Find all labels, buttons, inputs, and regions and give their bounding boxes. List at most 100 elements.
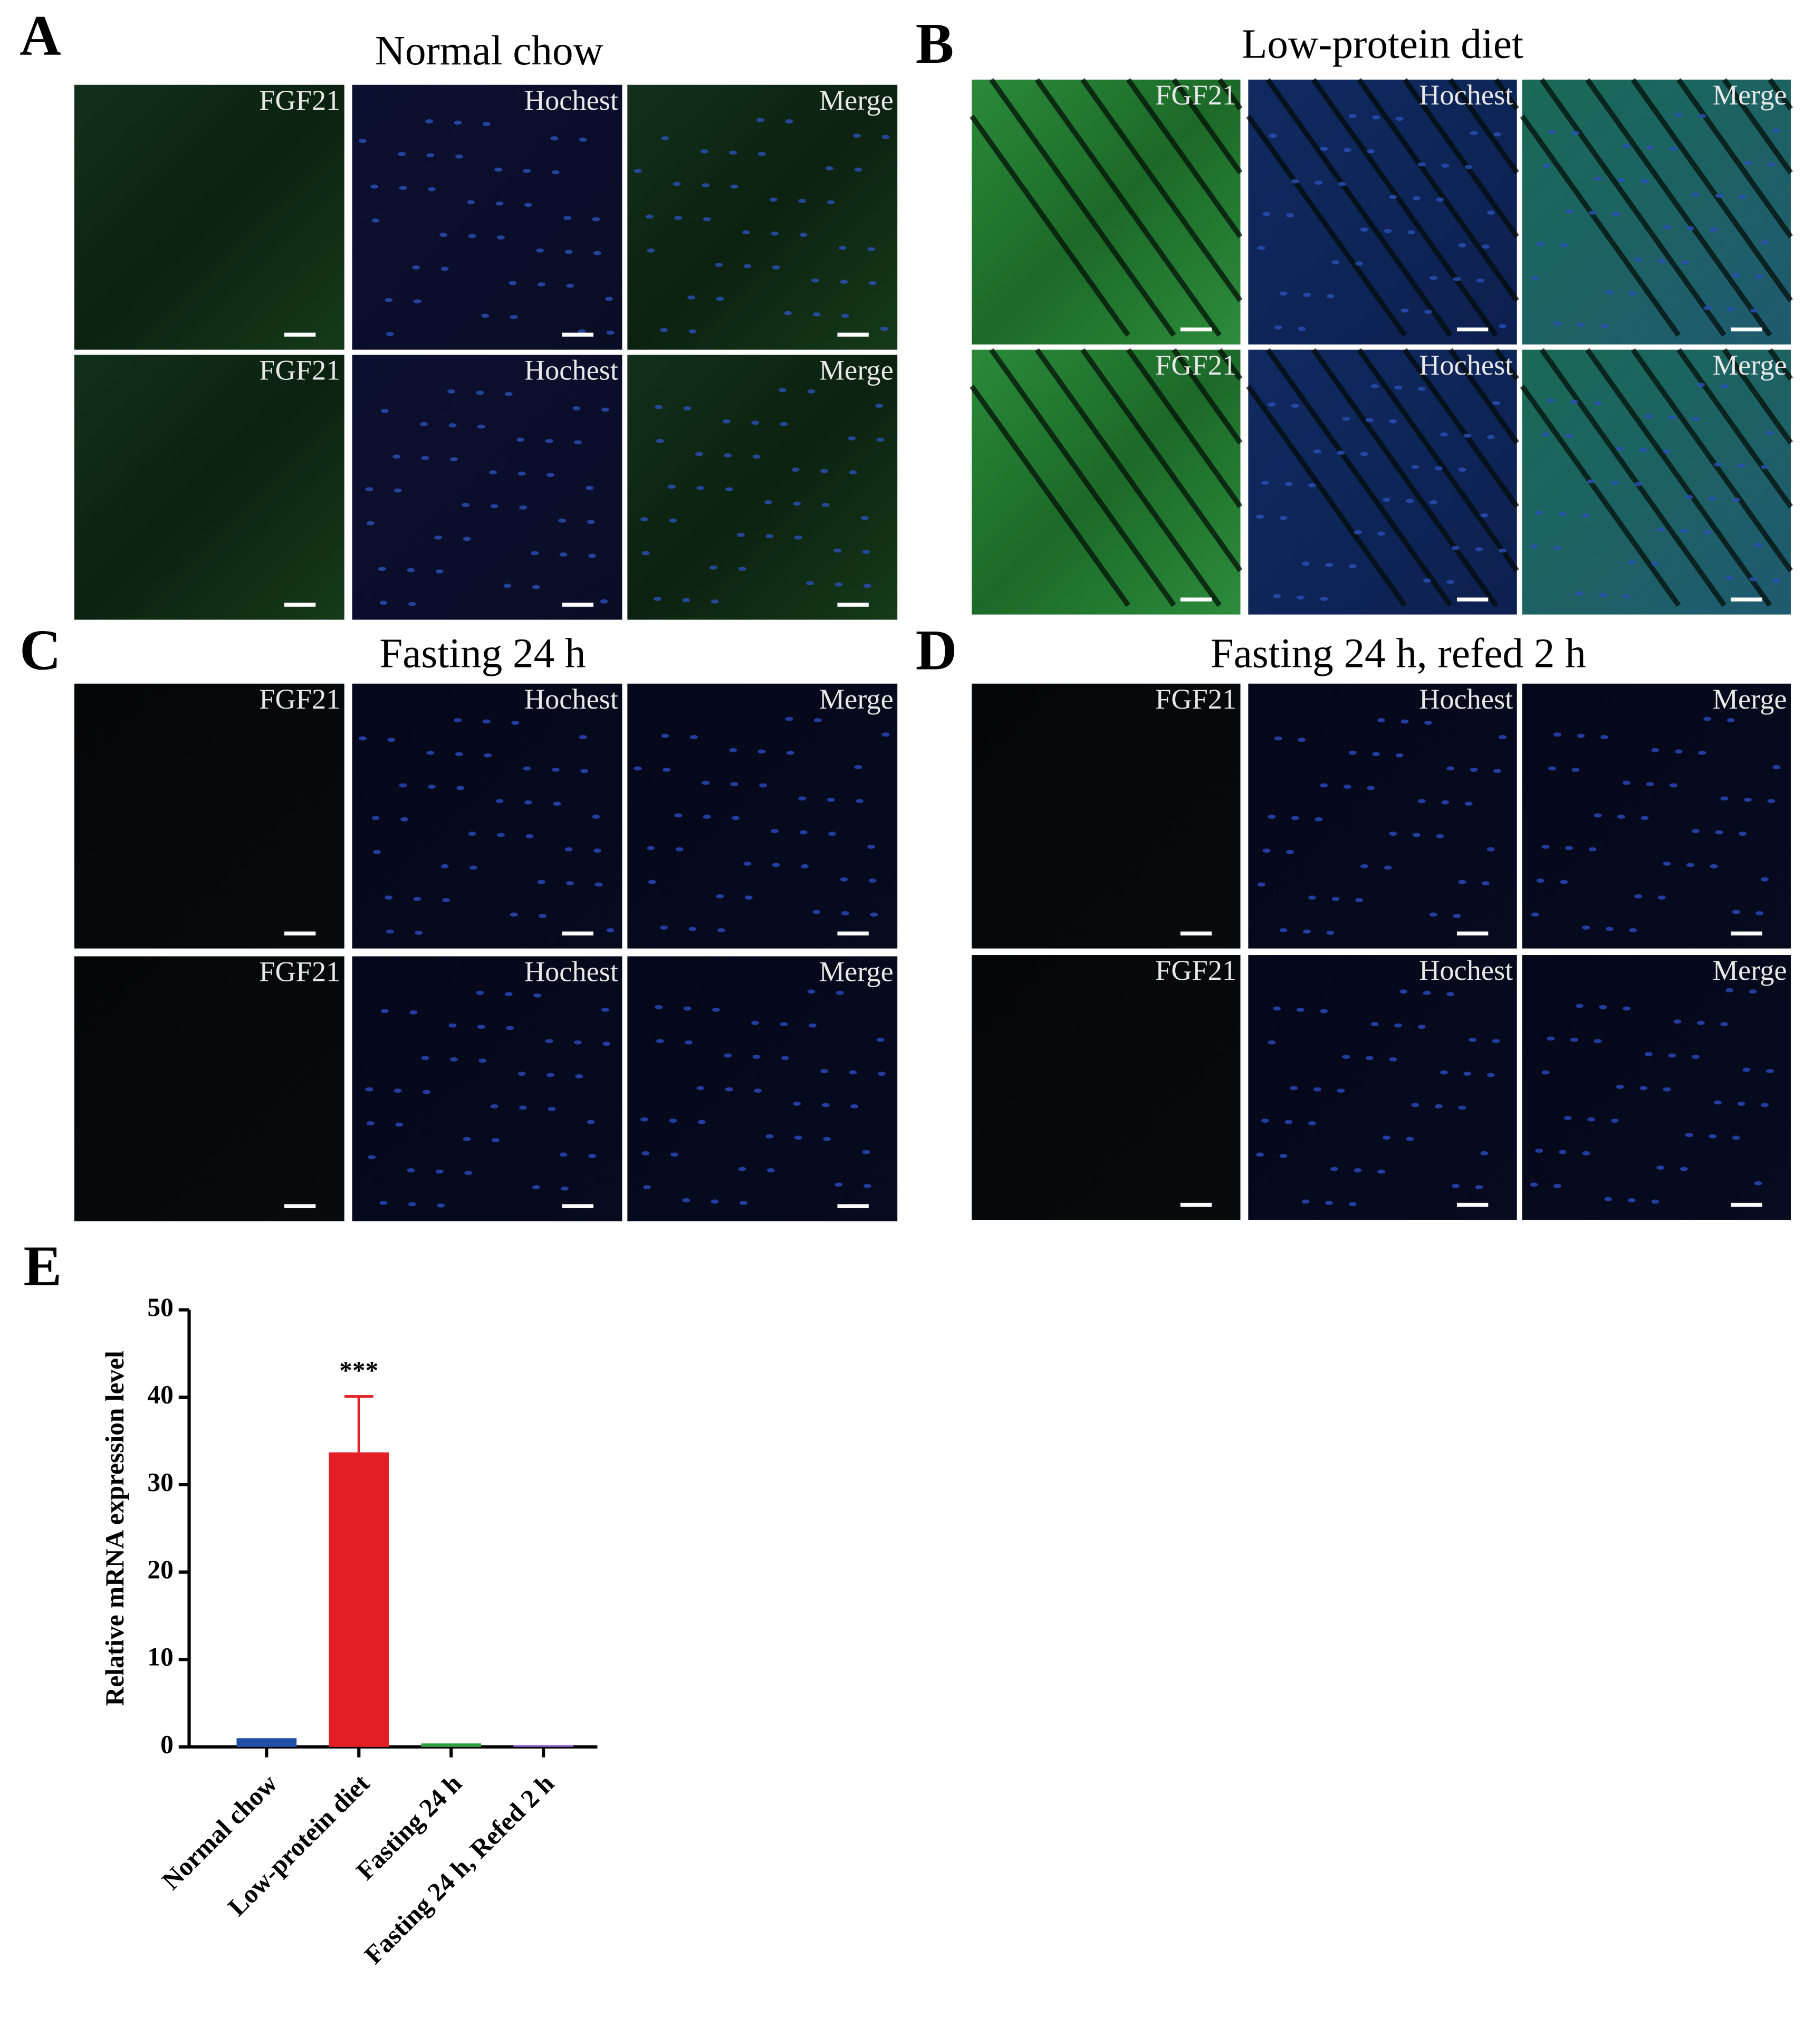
nucleus (1685, 495, 1693, 500)
channel-label: Hochest (524, 355, 618, 386)
nucleus (1493, 769, 1502, 773)
nucleus (1577, 733, 1585, 738)
nucleus (1530, 1182, 1538, 1187)
nucleus (1486, 847, 1495, 852)
nucleus (395, 1122, 404, 1127)
fiber-edge (1494, 348, 1519, 380)
nucleus (1565, 846, 1574, 851)
y-axis-label: Relative mRNA expression level (100, 1351, 129, 1706)
nucleus (1458, 1105, 1466, 1110)
nucleus (497, 235, 505, 240)
nucleus (1372, 752, 1380, 757)
nucleus (525, 834, 534, 838)
nucleus (1622, 780, 1630, 785)
nucleus (1383, 1135, 1390, 1140)
nucleus (1634, 257, 1643, 262)
nucleus (495, 201, 504, 206)
nucleus (558, 518, 567, 523)
nucleus (1558, 1150, 1567, 1154)
nucleus (1284, 1120, 1293, 1124)
nucleus (1406, 1136, 1414, 1141)
nucleus (386, 929, 394, 934)
panel-title: Normal chow (375, 27, 603, 74)
nucleus (834, 582, 843, 587)
micrograph (1522, 955, 1791, 1220)
nucleus (697, 1120, 706, 1124)
nucleus (1367, 149, 1375, 154)
nucleus (537, 282, 545, 287)
nucleus (1761, 240, 1769, 245)
nucleus (434, 535, 443, 540)
nucleus (1430, 912, 1437, 917)
micrograph (352, 683, 622, 949)
nucleus (709, 565, 717, 570)
nucleus (1279, 928, 1288, 933)
nucleus (1436, 197, 1444, 202)
nucleus (867, 247, 876, 252)
nucleus (1605, 290, 1614, 294)
panel-title: Fasting 24 h (379, 630, 586, 676)
nucleus (820, 1069, 829, 1074)
nucleus (371, 816, 380, 820)
fiber-edge (1403, 78, 1519, 238)
fiber-edge (1630, 78, 1793, 302)
nucleus (1291, 404, 1299, 408)
nucleus (1622, 1006, 1630, 1011)
nucleus (1320, 146, 1328, 151)
scale-bar (284, 332, 316, 337)
scale-bar (1731, 597, 1762, 601)
nucleus (407, 568, 415, 572)
micrograph (74, 84, 344, 350)
nucleus (1703, 530, 1712, 534)
micrograph (627, 355, 898, 620)
nucleus (881, 135, 890, 139)
nucleus (1668, 1053, 1676, 1058)
nucleus (575, 1074, 583, 1078)
nucleus (1470, 767, 1478, 772)
nucleus (1301, 1199, 1310, 1204)
nucleus (1343, 148, 1351, 152)
nucleus (1365, 1056, 1374, 1061)
channel-label: Merge (819, 355, 894, 386)
nucleus (1720, 384, 1729, 388)
nucleus (1553, 732, 1561, 737)
nucleus (1766, 431, 1774, 435)
nucleus (1663, 1087, 1671, 1092)
nucleus (860, 515, 869, 520)
nucleus (695, 452, 703, 456)
nucleus (1663, 225, 1671, 230)
nucleus (732, 816, 740, 820)
channel-label: Merge (1713, 683, 1787, 715)
bar (236, 1738, 297, 1747)
nucleus (1298, 327, 1306, 331)
fiber-edge (1768, 348, 1793, 380)
nucleus (696, 485, 705, 490)
nucleus (1535, 1148, 1543, 1153)
nucleus (703, 814, 711, 819)
nucleus (454, 120, 462, 125)
nucleus (809, 1023, 817, 1028)
nucleus (1531, 912, 1539, 917)
nucleus (1616, 446, 1624, 451)
nucleus (1641, 179, 1649, 184)
nucleus (1308, 895, 1316, 900)
scale-bar (1456, 1202, 1489, 1207)
nucleus (645, 214, 654, 219)
nucleus (1476, 278, 1484, 283)
nucleus (1761, 877, 1769, 882)
nucleus (409, 1010, 418, 1015)
nucleus (1365, 418, 1374, 423)
channel-label: Merge (819, 84, 894, 116)
nucleus (1446, 579, 1455, 584)
nucleus (833, 548, 841, 553)
fiber-edge (1172, 348, 1243, 445)
nucleus (1256, 514, 1264, 519)
nucleus (1565, 433, 1574, 438)
scale-bar (562, 603, 594, 607)
nucleus (1553, 546, 1561, 550)
nucleus (490, 504, 498, 509)
nucleus (1458, 467, 1466, 472)
nucleus (828, 832, 836, 836)
nucleus (425, 119, 433, 123)
nucleus (1330, 1167, 1338, 1171)
